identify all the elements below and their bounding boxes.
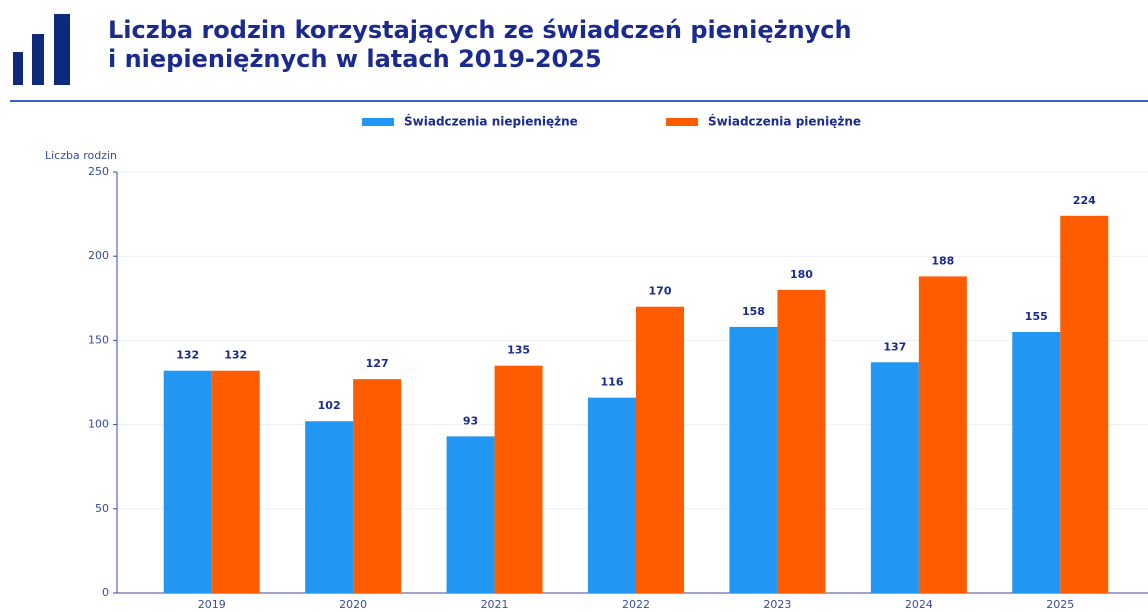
chart-title: i niepieniężnych w latach 2019-2025 [108,45,602,73]
data-label: 224 [1073,194,1096,207]
bar [353,379,402,593]
bar [1012,331,1061,593]
bar [163,370,212,593]
bar [729,326,778,593]
data-label: 155 [1025,310,1048,323]
data-label: 135 [507,344,530,357]
data-label: 170 [649,285,672,298]
bar [494,365,543,593]
y-tick-label: 100 [88,418,109,431]
x-tick-label: 2019 [198,598,226,611]
bar [305,421,354,593]
x-tick-label: 2022 [622,598,650,611]
legend-label: Świadczenia niepieniężne [404,114,578,129]
bar [870,362,919,593]
data-label: 137 [883,340,906,353]
y-tick-label: 250 [88,165,109,178]
y-axis-label: Liczba rodzin [45,149,117,162]
bar [918,276,967,593]
x-tick-label: 2023 [763,598,791,611]
data-label: 158 [742,305,765,318]
data-label: 180 [790,268,813,281]
x-tick-label: 2020 [339,598,367,611]
bar [1060,215,1109,593]
data-label: 102 [318,399,341,412]
legend-swatch [666,118,698,126]
legend-swatch [362,118,394,126]
y-tick-label: 50 [95,502,109,515]
x-tick-label: 2021 [481,598,509,611]
bar [211,370,260,593]
y-tick-label: 200 [88,249,109,262]
legend-label: Świadczenia pieniężne [708,114,861,129]
bar [588,397,636,593]
data-label: 93 [463,414,478,427]
x-tick-label: 2024 [905,598,933,611]
data-label: 116 [601,376,624,389]
bar [777,289,826,593]
data-label: 132 [224,349,247,362]
x-tick-label: 2025 [1046,598,1074,611]
logo-icon [13,14,70,85]
chart-title: Liczba rodzin korzystających ze świadcze… [108,16,852,44]
data-label: 188 [931,254,954,267]
data-label: 132 [176,349,199,362]
y-tick-label: 0 [102,586,109,599]
data-label: 127 [366,357,389,370]
bar [636,306,684,593]
bar [446,436,495,593]
y-tick-label: 150 [88,333,109,346]
